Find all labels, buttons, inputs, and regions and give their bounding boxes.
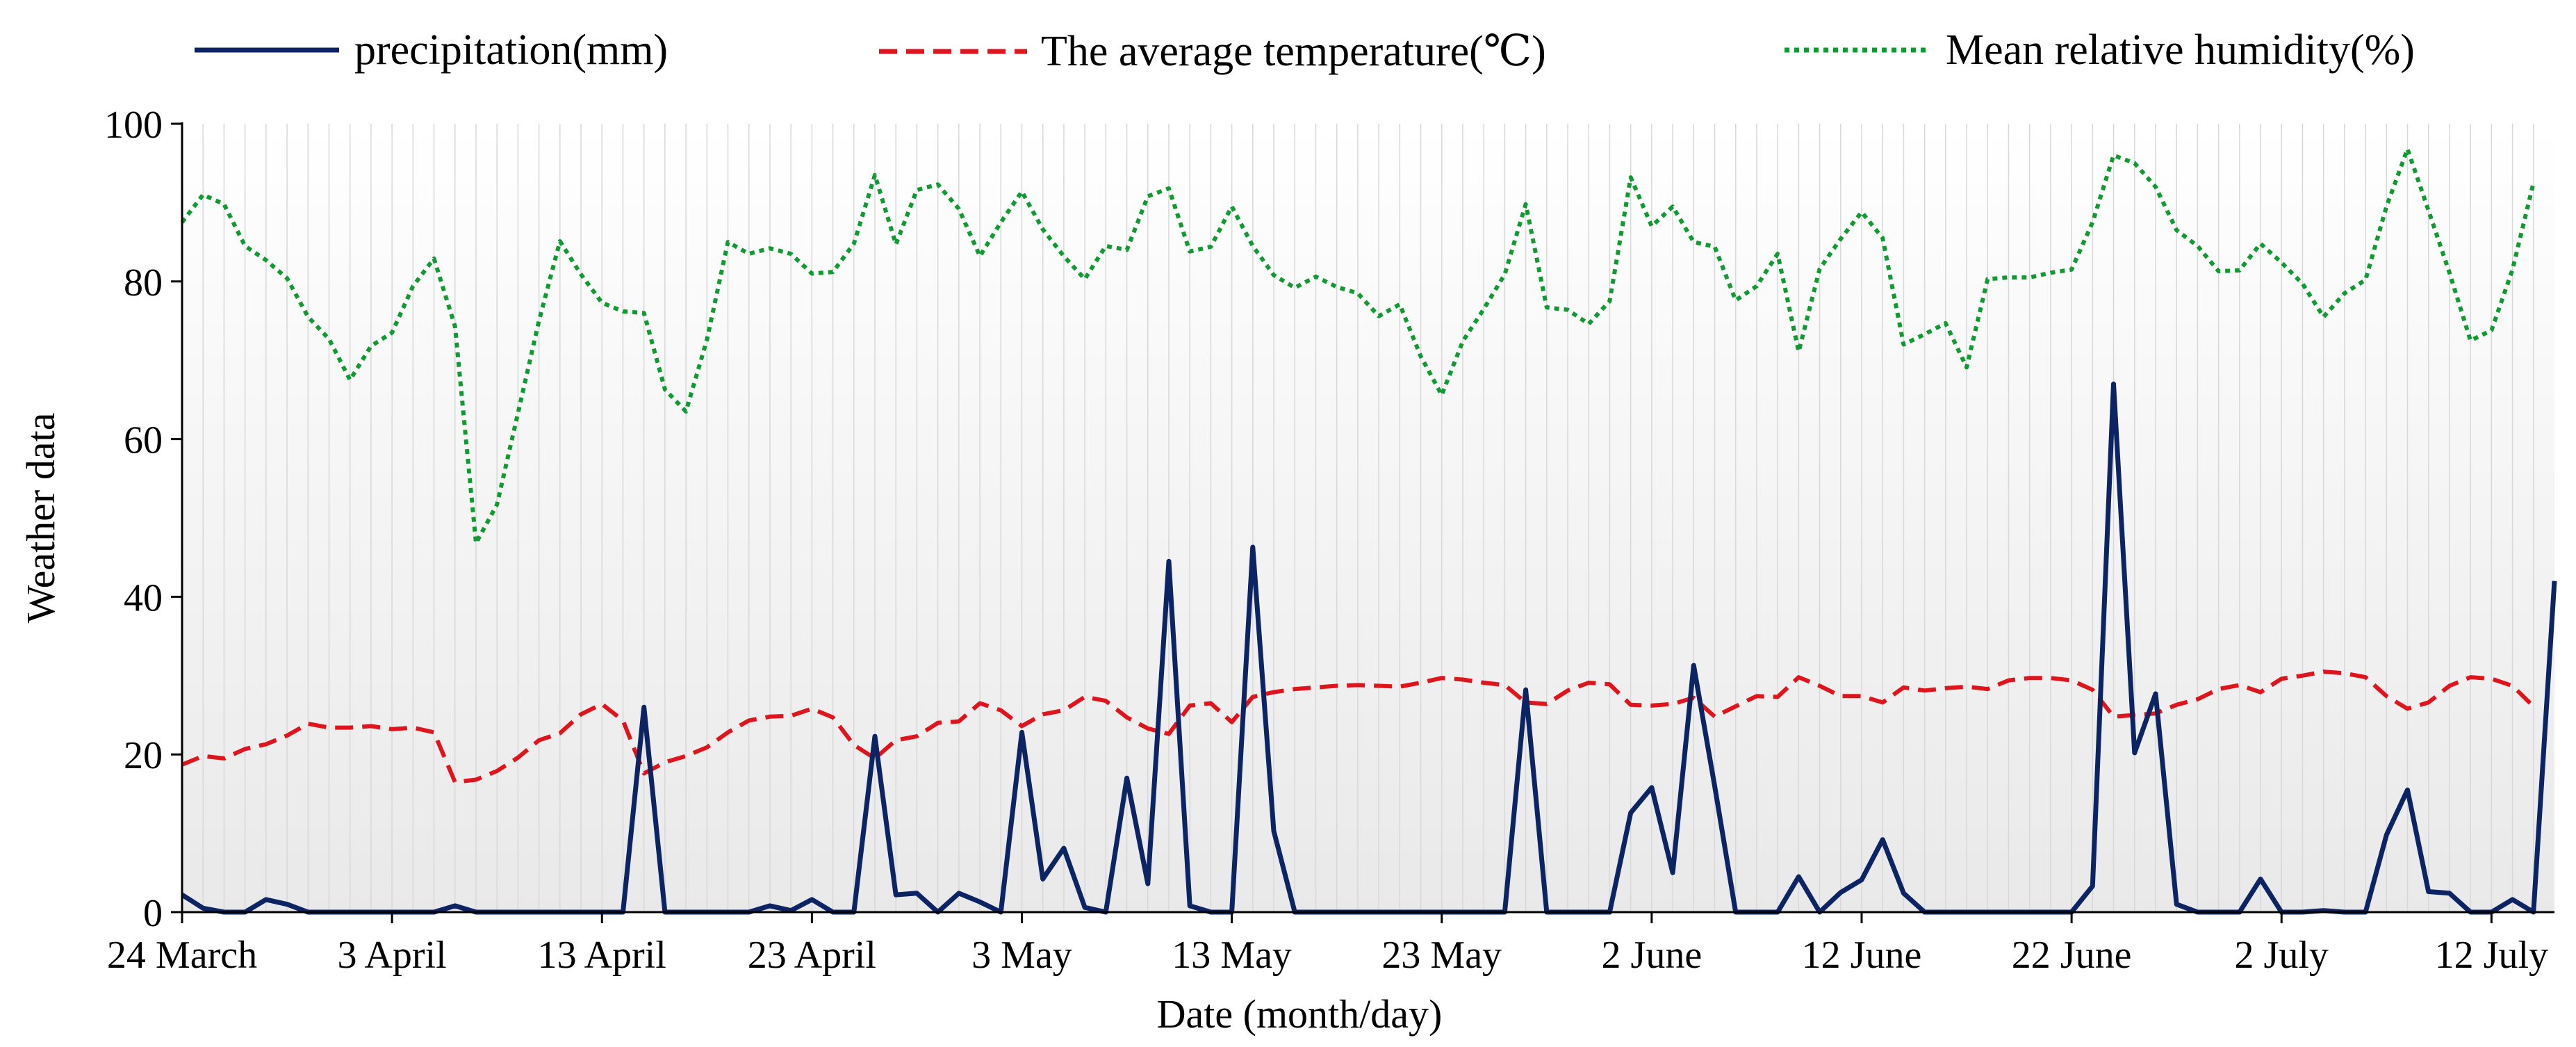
y-tick-label: 80 [124,261,163,305]
legend: precipitation(mm) The average temperatur… [195,26,2415,75]
series-line-humidity [180,147,2536,546]
y-axis-ticks: 0 20 40 60 80 100 [104,104,182,935]
x-tick-label: 22 June [2012,934,2132,977]
x-tick-label: 13 May [1172,934,1292,977]
y-tick-label: 100 [104,104,163,147]
x-tick-label: 3 April [338,934,447,977]
x-tick-label: 23 April [748,934,876,977]
vertical-gridlines [202,124,2534,912]
legend-item-temperature: The average temperature(℃) [879,28,1546,75]
x-tick-label: 23 May [1381,934,1502,977]
x-tick-label: 2 July [2235,934,2329,977]
y-tick-label: 20 [124,734,163,777]
legend-item-humidity: Mean relative humidity(%) [1785,26,2415,74]
x-tick-label: 3 May [971,934,1072,977]
x-tick-label: 12 June [1802,934,1922,977]
y-tick-label: 0 [143,892,163,935]
y-tick-label: 60 [124,419,163,462]
legend-label-temperature: The average temperature(℃) [1041,28,1546,75]
x-tick-label: 2 June [1602,934,1703,977]
series-line-temperature [181,669,2535,784]
legend-label-humidity: Mean relative humidity(%) [1946,26,2415,74]
y-tick-label: 40 [124,576,163,619]
x-tick-label: 13 April [538,934,666,977]
x-axis-title: Date (month/day) [1157,991,1443,1037]
x-tick-label: 12 July [2435,934,2548,977]
x-tick-label: 24 March [107,934,257,977]
plot-area [182,124,2554,912]
x-axis-ticks: 24 March 3 April 13 April 23 April 3 May 13 M… [107,912,2548,977]
legend-item-precipitation: precipitation(mm) [195,26,668,74]
legend-label-precipitation: precipitation(mm) [354,26,668,74]
y-axis-title: Weather data [18,413,63,624]
